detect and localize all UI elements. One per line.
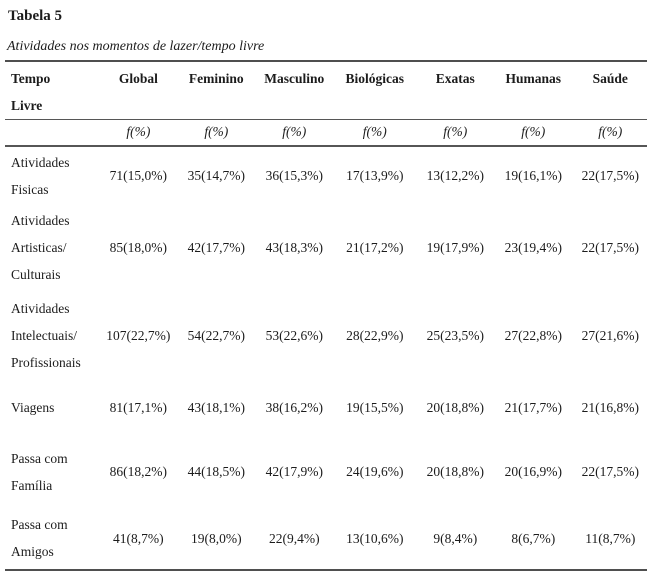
data-cell: 53(22,6%): [265, 327, 323, 343]
data-cell: 19(16,1%): [504, 168, 562, 183]
data-cell: 107(22,7%): [106, 327, 171, 343]
column-header-tempo-livre: Tempo Livre: [5, 61, 101, 120]
column-header-humanas: Humanas: [493, 61, 574, 120]
data-cell: 19(8,0%): [191, 530, 242, 546]
data-cell: 20(18,8%): [426, 400, 484, 415]
document-page: Tabela 5 Atividades nos momentos de laze…: [0, 8, 650, 578]
unit-label: f(%): [256, 119, 333, 147]
unit-row: f(%) f(%) f(%) f(%) f(%) f(%) f(%): [5, 119, 647, 147]
table-row-viagens: Viagens 81(17,1%) 43(18,1%) 38(16,2%) 19…: [5, 380, 647, 436]
data-cell: 19(17,9%): [426, 240, 484, 255]
table-row-passa-com-familia: Passa com Família 86(18,2%) 44(18,5%) 42…: [5, 436, 647, 508]
data-cell: 21(17,7%): [504, 400, 562, 415]
row-label: Passa com Família: [11, 450, 68, 493]
unit-label: f(%): [332, 119, 418, 147]
data-cell: 22(17,5%): [581, 168, 639, 183]
table-row-atividades-artisticas-culturais: Atividades Artisticas/ Culturais 85(18,0…: [5, 205, 647, 291]
column-header-masculino: Masculino: [256, 61, 333, 120]
data-cell: 36(15,3%): [265, 168, 323, 183]
data-cell: 17(13,9%): [346, 168, 404, 183]
unit-label: f(%): [417, 119, 494, 147]
data-cell: 44(18,5%): [187, 464, 245, 479]
data-cell: 21(17,2%): [346, 240, 404, 255]
unit-label: f(%): [573, 119, 647, 147]
data-table: Tempo Livre Global Feminino Masculino Bi…: [5, 60, 647, 571]
data-cell: 8(6,7%): [511, 530, 556, 546]
data-cell: 42(17,9%): [265, 464, 323, 479]
unit-label: f(%): [493, 119, 574, 147]
data-cell: 13(12,2%): [426, 168, 484, 183]
unit-label: f(%): [100, 119, 177, 147]
data-cell: 9(8,4%): [433, 530, 478, 546]
row-label: Atividades Artisticas/ Culturais: [11, 213, 70, 282]
data-cell: 24(19,6%): [346, 464, 404, 479]
data-cell: 35(14,7%): [187, 168, 245, 183]
data-cell: 20(16,9%): [504, 464, 562, 479]
data-cell: 71(15,0%): [109, 168, 168, 183]
column-header-global: Global: [100, 61, 177, 120]
data-cell: 22(17,5%): [581, 240, 639, 255]
data-cell: 23(19,4%): [504, 240, 562, 255]
column-header-exatas: Exatas: [417, 61, 494, 120]
data-cell: 28(22,9%): [346, 327, 404, 343]
table-row-passa-com-amigos: Passa com Amigos 41(8,7%) 19(8,0%) 22(9,…: [5, 508, 647, 570]
data-cell: 27(21,6%): [581, 327, 639, 343]
header-row: Tempo Livre Global Feminino Masculino Bi…: [5, 61, 647, 120]
data-cell: 20(18,8%): [426, 464, 484, 479]
column-header-saude: Saúde: [573, 61, 647, 120]
column-header-feminino: Feminino: [176, 61, 257, 120]
row-label: Passa com Amigos: [11, 517, 68, 559]
unit-label-empty: [5, 119, 101, 147]
data-cell: 81(17,1%): [109, 400, 168, 415]
data-cell: 42(17,7%): [187, 240, 245, 255]
data-cell: 11(8,7%): [585, 530, 636, 546]
data-cell: 25(23,5%): [426, 327, 484, 343]
data-cell: 43(18,1%): [187, 400, 245, 415]
table-number-title: Tabela 5: [8, 8, 63, 24]
column-header-biologicas: Biológicas: [332, 61, 418, 120]
table-row-atividades-intelectuais-profissionais: Atividades Intelectuais/ Profissionais 1…: [5, 291, 647, 380]
data-cell: 86(18,2%): [109, 464, 168, 479]
data-cell: 21(16,8%): [581, 400, 639, 415]
row-label: Atividades Intelectuais/ Profissionais: [11, 300, 81, 370]
table-caption: Atividades nos momentos de lazer/tempo l…: [7, 39, 265, 54]
table-row-atividades-fisicas: Atividades Fisicas 71(15,0%) 35(14,7%) 3…: [5, 146, 647, 205]
row-label: Atividades Fisicas: [11, 154, 70, 197]
data-cell: 13(10,6%): [346, 530, 404, 546]
data-cell: 41(8,7%): [113, 530, 164, 546]
data-cell: 54(22,7%): [187, 327, 245, 343]
data-cell: 22(9,4%): [268, 530, 320, 546]
data-cell: 19(15,5%): [346, 400, 404, 415]
unit-label: f(%): [176, 119, 257, 147]
data-cell: 22(17,5%): [581, 464, 639, 479]
data-cell: 27(22,8%): [504, 327, 562, 343]
data-cell: 85(18,0%): [109, 240, 168, 255]
row-label: Viagens: [11, 400, 55, 415]
data-cell: 43(18,3%): [265, 240, 323, 255]
data-cell: 38(16,2%): [265, 400, 323, 415]
